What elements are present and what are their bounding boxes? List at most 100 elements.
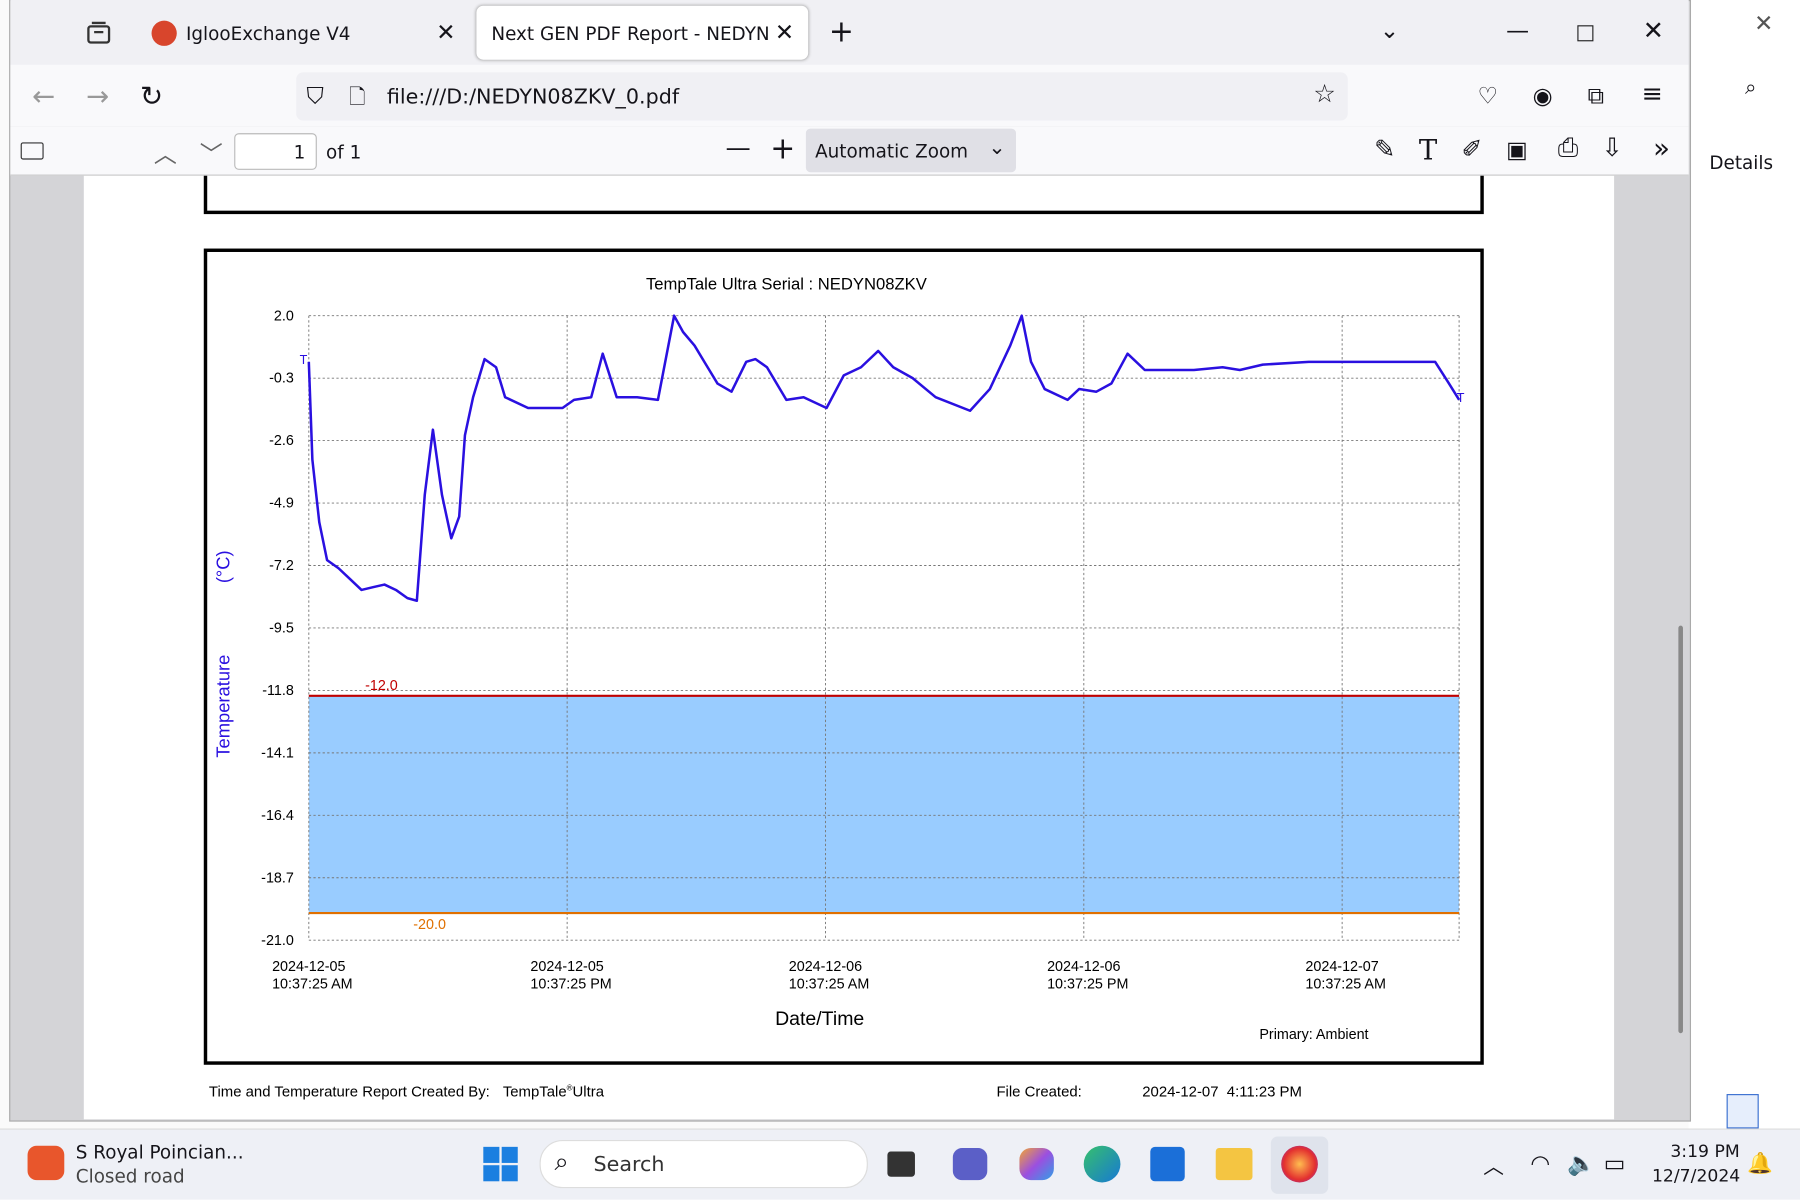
sidebar-toggle[interactable]: [20, 142, 44, 160]
y-axis-unit: (°C): [213, 550, 234, 583]
y-tick-label: -9.5: [269, 621, 294, 637]
zoom-select[interactable]: [805, 128, 1016, 173]
print[interactable]: ⎙: [1557, 134, 1579, 164]
details-label[interactable]: Details: [1709, 151, 1774, 174]
x-tick-label: 10:37:25 AM: [789, 976, 870, 992]
chart-title: TempTale Ultra Serial : NEDYN08ZKV: [646, 274, 928, 293]
tab-close[interactable]: ✕: [774, 18, 795, 46]
clock-time[interactable]: 3:19 PM: [1670, 1141, 1740, 1162]
volume[interactable]: 🔈: [1567, 1149, 1596, 1177]
account[interactable]: ◉: [1532, 81, 1553, 110]
pdf-page: [83, 175, 1615, 1120]
x-tick-label: 2024-12-05: [272, 959, 345, 975]
task-view[interactable]: [887, 1151, 915, 1177]
back[interactable]: ←: [32, 80, 56, 113]
start-button[interactable]: [482, 1146, 519, 1183]
url[interactable]: file:///D:/NEDYN08ZKV_0.pdf: [386, 84, 680, 110]
copilot[interactable]: [1019, 1148, 1054, 1181]
image-tool[interactable]: ▣: [1506, 135, 1528, 164]
battery[interactable]: ▭: [1603, 1149, 1626, 1177]
y-tick-label: -21.0: [261, 933, 294, 949]
zoom-value[interactable]: Automatic Zoom: [815, 140, 969, 162]
footer-created-by: Time and Temperature Report Created By:: [209, 1083, 490, 1100]
tab-favicon: [151, 20, 177, 46]
page-icon: 🗋: [348, 84, 366, 110]
y-tick-label: 2.0: [274, 308, 294, 324]
tab-title[interactable]: Next GEN PDF Report - NEDYN08Z: [491, 22, 770, 45]
menu[interactable]: ≡: [1641, 80, 1663, 110]
shield-icon[interactable]: ⛉: [306, 81, 324, 110]
text-tool[interactable]: T: [1418, 134, 1438, 167]
firefox[interactable]: [1281, 1145, 1318, 1183]
threshold-band: [308, 695, 1460, 914]
minimize[interactable]: —: [1506, 16, 1530, 44]
tab-bar: [10, 0, 1689, 65]
tray-caret[interactable]: ︿: [1483, 1154, 1504, 1179]
page-number[interactable]: 1: [293, 141, 306, 164]
forward[interactable]: →: [86, 80, 110, 113]
bookmark-star[interactable]: ☆: [1313, 80, 1336, 110]
explorer[interactable]: [1215, 1148, 1253, 1181]
view-icon[interactable]: [1726, 1094, 1759, 1129]
bg-search[interactable]: ⌕: [1744, 75, 1757, 100]
next-page[interactable]: ﹀: [199, 140, 223, 168]
search-text[interactable]: Search: [593, 1152, 665, 1177]
tab-list[interactable]: ⌄: [1379, 16, 1400, 44]
url-box[interactable]: [296, 72, 1348, 121]
teams[interactable]: [952, 1148, 988, 1181]
weather-title[interactable]: S Royal Poincian...: [75, 1141, 244, 1163]
maximize[interactable]: [1577, 25, 1594, 42]
x-tick-label: 2024-12-06: [789, 959, 862, 975]
more-tools[interactable]: »: [1653, 132, 1670, 165]
wifi[interactable]: ◠: [1530, 1149, 1551, 1177]
legend-entry: Primary: Ambient: [1259, 1027, 1368, 1043]
new-tab[interactable]: +: [828, 14, 854, 50]
product-suffix: Ultra: [573, 1083, 605, 1100]
reload[interactable]: ↻: [140, 80, 164, 113]
page-input[interactable]: [234, 133, 317, 170]
notifications[interactable]: 🔔: [1747, 1151, 1773, 1176]
trip-marker: T: [1457, 391, 1465, 405]
tab-overview-icon[interactable]: [85, 21, 113, 46]
edge[interactable]: [1083, 1145, 1121, 1183]
footer-file-created-at: 2024-12-07 4:11:23 PM: [1142, 1083, 1302, 1100]
highlight-tool[interactable]: ✎: [1374, 135, 1396, 165]
product: TempTale: [503, 1083, 567, 1100]
store[interactable]: [1150, 1146, 1185, 1182]
close-window[interactable]: ✕: [1642, 17, 1664, 46]
threshold-label: -12.0: [365, 678, 398, 694]
x-tick-label: 2024-12-05: [530, 959, 603, 975]
prev-page[interactable]: ︿: [153, 140, 177, 168]
x-tick-label: 10:37:25 AM: [1305, 976, 1386, 992]
weather-icon[interactable]: [27, 1145, 65, 1181]
search-icon: ⌕: [554, 1148, 569, 1177]
bg-close[interactable]: ✕: [1754, 9, 1774, 37]
tab-close[interactable]: ✕: [436, 18, 456, 46]
y-tick-label: -16.4: [261, 808, 294, 824]
y-axis-label: Temperature: [213, 655, 234, 758]
y-tick-label: -2.6: [269, 433, 294, 449]
tab-title[interactable]: IglooExchange V4: [185, 22, 351, 45]
active-tab[interactable]: [476, 5, 809, 60]
zoom-out[interactable]: —: [725, 134, 751, 164]
extensions[interactable]: ⧉: [1587, 81, 1605, 110]
weather-sub[interactable]: Closed road: [75, 1165, 185, 1188]
footer-file-created: File Created:: [996, 1083, 1081, 1100]
footer-product: TempTale®Ultra: [503, 1083, 605, 1100]
x-axis-label: Date/Time: [775, 1008, 864, 1030]
save[interactable]: ⇩: [1601, 134, 1623, 164]
zoom-in[interactable]: +: [770, 132, 796, 167]
scrollbar[interactable]: [1678, 625, 1683, 1034]
search-box[interactable]: [539, 1139, 868, 1189]
clock-date[interactable]: 12/7/2024: [1651, 1165, 1741, 1186]
background-window: [1688, 0, 1800, 1129]
chart-frame: [203, 248, 1484, 1065]
y-tick-label: -18.7: [261, 870, 294, 886]
zoom-caret[interactable]: ⌄: [988, 135, 1006, 160]
x-tick-label: 10:37:25 PM: [530, 976, 611, 992]
draw-tool[interactable]: ✐: [1461, 135, 1483, 165]
page-count: of 1: [326, 141, 362, 164]
pocket[interactable]: ♡: [1477, 81, 1499, 110]
